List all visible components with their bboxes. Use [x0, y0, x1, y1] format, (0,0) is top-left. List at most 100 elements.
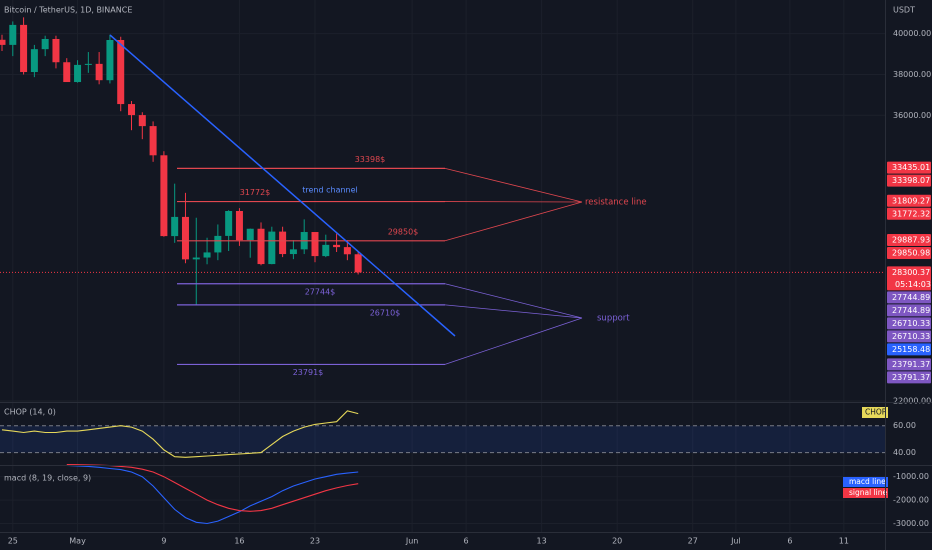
band-fill — [0, 425, 885, 453]
legend-tag — [843, 488, 888, 498]
candle-body — [52, 38, 60, 63]
connector — [444, 317, 583, 365]
price-tag-label: 33398.07 — [892, 176, 930, 185]
price-tag — [887, 161, 931, 174]
candle-body — [343, 247, 351, 255]
candle-body — [41, 38, 49, 50]
candle-body — [30, 49, 38, 73]
price-tag — [887, 234, 931, 247]
candle-body — [311, 232, 319, 257]
price-tag — [887, 266, 931, 291]
price-tag-label: 23791.37 — [892, 360, 930, 369]
support-label: support — [597, 314, 630, 324]
chart-title: Bitcoin / TetherUS, 1D, BINANCE — [4, 6, 132, 15]
price-tag-label: 26710.33 — [892, 332, 930, 341]
price-tag-label: 28300.37 — [892, 268, 930, 277]
x-tick-label: 20 — [612, 537, 622, 546]
level-label: 31772$ — [240, 188, 271, 197]
legend-label: signal line — [849, 488, 887, 497]
indicator-title: macd (8, 19, close, 9) — [4, 474, 91, 483]
price-tag — [887, 247, 931, 260]
candle-body — [20, 24, 28, 73]
price-tag — [887, 371, 931, 384]
resistance-label: resistance line — [585, 198, 647, 208]
candle-body — [95, 63, 103, 81]
y-tick-label: 40000.00 — [893, 29, 931, 38]
candle-body — [138, 115, 146, 127]
price-tag — [887, 330, 931, 343]
legend-label: CHOP — [865, 408, 887, 417]
legend-tag — [862, 407, 888, 418]
y-tick-label: -2000.00 — [893, 496, 929, 505]
price-tag — [887, 343, 931, 356]
price-tag-label: 29887.93 — [892, 236, 930, 245]
candle-body — [171, 216, 179, 237]
legend-label: macd line — [849, 477, 886, 486]
price-tag-label: 31772.32 — [892, 209, 930, 218]
candle-body — [74, 64, 82, 83]
candle-body — [279, 231, 287, 255]
price-tag-label: 25158.48 — [892, 345, 930, 354]
candle-body — [333, 244, 341, 248]
price-tag-label: 23791.37 — [892, 373, 930, 382]
indicator-title: CHOP (14, 0) — [4, 408, 56, 417]
x-tick-label: 23 — [310, 537, 320, 546]
candle-body — [192, 257, 200, 260]
x-tick-label: 6 — [787, 537, 792, 546]
candle-body — [225, 210, 233, 236]
connector — [444, 304, 583, 319]
y-tick-label: 40.00 — [893, 448, 916, 457]
x-tick-label: 27 — [688, 537, 698, 546]
indicator-line — [1, 410, 359, 458]
x-tick-label: 11 — [839, 537, 849, 546]
y-tick-label: -3000.00 — [893, 519, 929, 528]
candle-body — [203, 252, 211, 258]
x-tick-label: 9 — [161, 537, 166, 546]
price-tag-label: 27744.89 — [892, 306, 930, 315]
candle-body — [106, 39, 114, 81]
trend-line — [109, 34, 456, 337]
price-tag — [887, 304, 931, 317]
candle-body — [117, 39, 125, 105]
grid — [0, 0, 885, 532]
countdown: 05:14:03 — [895, 280, 931, 289]
candle-body — [246, 228, 254, 241]
connector — [444, 168, 583, 203]
candle-body — [128, 104, 136, 116]
legend-tag — [843, 477, 888, 487]
candle-body — [235, 210, 243, 241]
price-tag — [887, 207, 931, 220]
candle-body — [63, 62, 71, 83]
candle-body — [9, 24, 17, 45]
level-label: 33398$ — [355, 155, 386, 164]
price-tag — [887, 358, 931, 371]
connector — [444, 283, 583, 319]
x-tick-label: Jun — [405, 537, 419, 546]
price-tag-label: 33435.01 — [892, 163, 930, 172]
x-tick-label: 6 — [464, 537, 469, 546]
price-tag-label: 29850.98 — [892, 249, 930, 258]
y-tick-label: 22000.00 — [893, 396, 931, 405]
y-tick-label: 38000.00 — [893, 70, 931, 79]
price-tag — [887, 317, 931, 330]
candle-body — [257, 228, 265, 265]
candle-body — [214, 235, 222, 253]
x-tick-label: 16 — [234, 537, 244, 546]
currency: USDT — [893, 6, 915, 15]
y-tick-label: 60.00 — [893, 421, 916, 430]
level-label: 26710$ — [370, 308, 401, 317]
plot-layer: 25 May 9 16 23 Jun 6 13 20 27 Jul 6 11 40000.00 38000.… — [0, 17, 931, 546]
price-tag-label: 31809.27 — [892, 196, 930, 205]
x-tick-label: 13 — [537, 537, 547, 546]
level-label: 27744$ — [305, 287, 336, 296]
connector — [444, 201, 583, 242]
price-tag-label: 27744.89 — [892, 293, 930, 302]
price-tag-label: 26710.33 — [892, 319, 930, 328]
candle-body — [181, 216, 189, 260]
candle-body — [268, 231, 276, 265]
level-label: 23791$ — [293, 368, 324, 377]
price-tag — [887, 174, 931, 187]
candle-body — [0, 39, 6, 45]
trend-label: trend channel — [302, 186, 358, 195]
